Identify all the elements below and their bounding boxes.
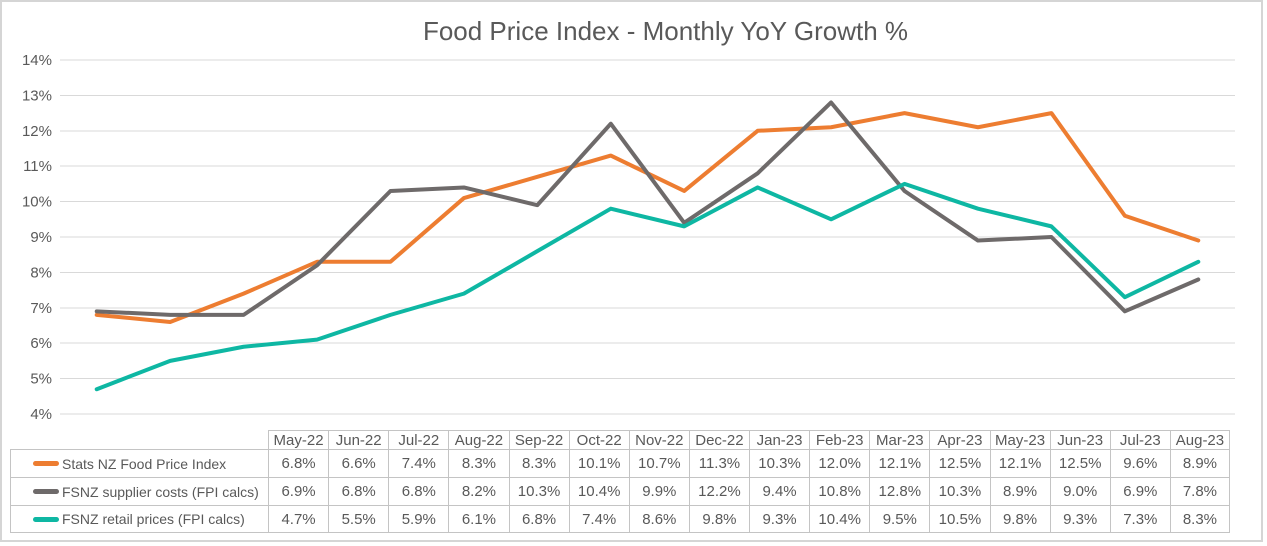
month-header-cell: Aug-22 bbox=[448, 430, 509, 449]
month-header-cell: Feb-23 bbox=[809, 430, 870, 449]
value-cell: 11.3% bbox=[688, 449, 749, 477]
value-cell: 7.4% bbox=[388, 449, 449, 477]
value-cell: 6.8% bbox=[508, 505, 569, 533]
y-axis-tick-label: 5% bbox=[30, 371, 52, 388]
month-header-cell: Mar-23 bbox=[869, 430, 930, 449]
value-cell: 7.8% bbox=[1169, 477, 1230, 505]
month-header-cell: Sep-22 bbox=[508, 430, 569, 449]
legend-key-icon bbox=[33, 516, 59, 522]
value-cell: 9.6% bbox=[1109, 449, 1170, 477]
data-table: May-22 Jun-22 Jul-22 Aug-22 Sep-22 Oct-22 Nov-… bbox=[10, 430, 1230, 533]
value-cell: 12.5% bbox=[929, 449, 990, 477]
value-cell: 6.8% bbox=[268, 449, 329, 477]
value-cell: 8.2% bbox=[448, 477, 509, 505]
value-cell: 8.6% bbox=[628, 505, 689, 533]
value-cell: 12.5% bbox=[1049, 449, 1110, 477]
month-header-cell: Jan-23 bbox=[749, 430, 810, 449]
y-axis-tick-label: 14% bbox=[22, 52, 52, 69]
month-header-cell: May-23 bbox=[989, 430, 1050, 449]
value-cell: 10.8% bbox=[809, 477, 870, 505]
month-header-cell: Apr-23 bbox=[929, 430, 990, 449]
value-cell: 6.6% bbox=[328, 449, 389, 477]
month-header-cell: Aug-23 bbox=[1169, 430, 1230, 449]
y-axis-tick-label: 10% bbox=[22, 194, 52, 211]
series-label-cell: FSNZ retail prices (FPI calcs) bbox=[10, 505, 268, 533]
value-cell: 10.1% bbox=[568, 449, 629, 477]
table-corner-cell bbox=[10, 430, 268, 449]
month-header-cell: Oct-22 bbox=[568, 430, 629, 449]
value-cell: 12.2% bbox=[688, 477, 749, 505]
y-axis-tick-label: 6% bbox=[30, 335, 52, 352]
value-cell: 6.8% bbox=[388, 477, 449, 505]
value-cell: 9.3% bbox=[749, 505, 810, 533]
value-cell: 10.3% bbox=[929, 477, 990, 505]
value-cell: 6.8% bbox=[328, 477, 389, 505]
legend-key-icon bbox=[33, 461, 59, 466]
value-cell: 6.1% bbox=[448, 505, 509, 533]
value-cell: 10.3% bbox=[508, 477, 569, 505]
value-cell: 8.3% bbox=[508, 449, 569, 477]
value-cell: 8.9% bbox=[1169, 449, 1230, 477]
value-cell: 5.5% bbox=[328, 505, 389, 533]
value-cell: 8.3% bbox=[1169, 505, 1230, 533]
value-cell: 8.9% bbox=[989, 477, 1050, 505]
series-line-2 bbox=[94, 181, 1201, 392]
value-cell: 10.4% bbox=[568, 477, 629, 505]
y-axis-tick-label: 13% bbox=[22, 87, 52, 104]
value-cell: 6.9% bbox=[1109, 477, 1170, 505]
value-cell: 12.1% bbox=[869, 449, 930, 477]
value-cell: 4.7% bbox=[268, 505, 329, 533]
series-name: Stats NZ Food Price Index bbox=[62, 455, 227, 472]
y-axis-tick-label: 4% bbox=[30, 406, 52, 423]
value-cell: 5.9% bbox=[388, 505, 449, 533]
value-cell: 10.3% bbox=[749, 449, 810, 477]
value-cell: 12.1% bbox=[989, 449, 1050, 477]
value-cell: 9.5% bbox=[869, 505, 930, 533]
value-cell: 12.8% bbox=[869, 477, 930, 505]
y-axis-tick-label: 11% bbox=[23, 158, 52, 175]
y-axis-tick-label: 8% bbox=[30, 264, 52, 281]
value-cell: 9.8% bbox=[688, 505, 749, 533]
series-name: FSNZ retail prices (FPI calcs) bbox=[62, 511, 245, 527]
value-cell: 9.0% bbox=[1049, 477, 1110, 505]
value-cell: 9.9% bbox=[628, 477, 689, 505]
y-axis-tick-label: 7% bbox=[30, 300, 52, 317]
month-header-cell: May-22 bbox=[268, 430, 329, 449]
month-header-cell: Dec-22 bbox=[688, 430, 749, 449]
month-header-cell: Jul-23 bbox=[1109, 430, 1170, 449]
value-cell: 7.4% bbox=[568, 505, 629, 533]
month-header-cell: Jun-23 bbox=[1049, 430, 1110, 449]
series-label-cell: Stats NZ Food Price Index bbox=[10, 449, 268, 477]
month-header-cell: Jul-22 bbox=[388, 430, 449, 449]
series-label-cell: FSNZ supplier costs (FPI calcs) bbox=[10, 477, 268, 505]
value-cell: 9.8% bbox=[989, 505, 1050, 533]
month-header-cell: Nov-22 bbox=[628, 430, 689, 449]
value-cell: 12.0% bbox=[809, 449, 870, 477]
value-cell: 10.5% bbox=[929, 505, 990, 533]
value-cell: 9.3% bbox=[1049, 505, 1110, 533]
series-name: FSNZ supplier costs (FPI calcs) bbox=[62, 483, 259, 500]
legend-key-icon bbox=[33, 489, 59, 494]
value-cell: 10.4% bbox=[809, 505, 870, 533]
y-axis-tick-label: 9% bbox=[30, 229, 52, 246]
value-cell: 7.3% bbox=[1109, 505, 1170, 533]
value-cell: 6.9% bbox=[268, 477, 329, 505]
value-cell: 9.4% bbox=[749, 477, 810, 505]
chart-title: Food Price Index - Monthly YoY Growth % bbox=[422, 16, 909, 46]
month-header-cell: Jun-22 bbox=[328, 430, 389, 449]
value-cell: 10.7% bbox=[628, 449, 689, 477]
series-line-1 bbox=[94, 100, 1201, 317]
value-cell: 8.3% bbox=[448, 449, 509, 477]
y-axis-tick-label: 12% bbox=[22, 123, 52, 140]
